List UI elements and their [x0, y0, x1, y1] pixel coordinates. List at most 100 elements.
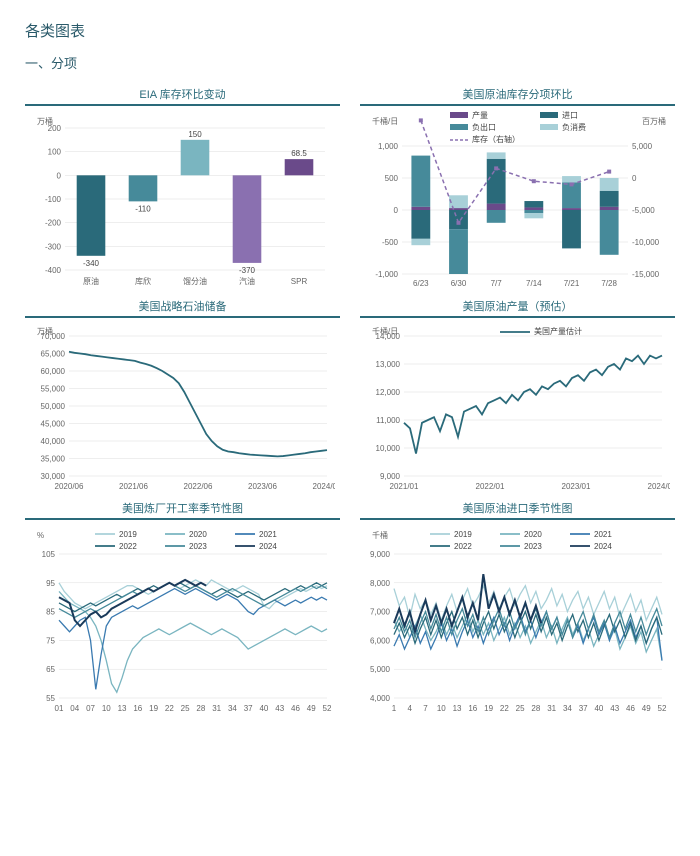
chart6-svg: 千桶2019202020212022202320244,0005,0006,00… — [360, 524, 670, 714]
svg-text:-400: -400 — [45, 266, 62, 275]
svg-text:7/7: 7/7 — [491, 279, 503, 288]
svg-text:6/30: 6/30 — [451, 279, 467, 288]
svg-text:25: 25 — [181, 704, 190, 713]
svg-text:85: 85 — [46, 608, 55, 617]
svg-text:35,000: 35,000 — [41, 455, 66, 464]
svg-text:200: 200 — [48, 124, 62, 133]
svg-text:2022: 2022 — [454, 542, 472, 551]
svg-text:2024: 2024 — [259, 542, 277, 551]
svg-text:49: 49 — [307, 704, 316, 713]
chart5-svg: %201920202021202220232024556575859510501… — [25, 524, 335, 714]
chart1-hr — [25, 104, 340, 106]
chart3-hr — [25, 316, 340, 318]
svg-text:-110: -110 — [135, 204, 151, 213]
chart3-title: 美国战略石油储备 — [25, 298, 340, 314]
svg-text:28: 28 — [196, 704, 205, 713]
svg-text:-100: -100 — [45, 195, 62, 204]
svg-text:2020: 2020 — [524, 530, 542, 539]
chart-import-seasonal: 美国原油进口季节性图 千桶2019202020212022202320244,0… — [360, 500, 675, 714]
svg-text:2023/01: 2023/01 — [562, 482, 591, 491]
svg-text:2020/06: 2020/06 — [55, 482, 84, 491]
svg-text:4,000: 4,000 — [370, 694, 391, 703]
svg-text:500: 500 — [385, 174, 399, 183]
chart2-hr — [360, 104, 675, 106]
svg-text:19: 19 — [149, 704, 158, 713]
svg-text:2020: 2020 — [189, 530, 207, 539]
svg-text:5,000: 5,000 — [632, 142, 653, 151]
chart4-title: 美国原油产量（预估） — [360, 298, 675, 314]
chart2-svg: 千桶/日百万桶产量进口负出口负消费库存（右轴）-1,000-50005001,0… — [360, 110, 670, 290]
svg-text:9,000: 9,000 — [370, 550, 391, 559]
chart-spr: 美国战略石油储备 万桶30,00035,00040,00045,00050,00… — [25, 298, 340, 492]
svg-text:2023: 2023 — [189, 542, 207, 551]
svg-text:%: % — [37, 531, 44, 540]
svg-text:-5,000: -5,000 — [632, 206, 655, 215]
svg-text:43: 43 — [275, 704, 284, 713]
chart-grid: EIA 库存环比变动 万桶-400-300-200-1000100200-340… — [25, 86, 675, 714]
svg-text:千桶/日: 千桶/日 — [372, 116, 398, 126]
svg-text:10: 10 — [102, 704, 111, 713]
svg-text:30,000: 30,000 — [41, 472, 66, 481]
svg-text:31: 31 — [547, 704, 556, 713]
svg-text:12,000: 12,000 — [376, 388, 401, 397]
svg-text:7/21: 7/21 — [564, 279, 580, 288]
svg-text:43: 43 — [610, 704, 619, 713]
svg-text:2022/01: 2022/01 — [476, 482, 505, 491]
svg-text:22: 22 — [165, 704, 174, 713]
svg-text:7,000: 7,000 — [370, 608, 391, 617]
chart1-title: EIA 库存环比变动 — [25, 86, 340, 102]
svg-text:2021: 2021 — [594, 530, 612, 539]
svg-text:2019: 2019 — [454, 530, 472, 539]
svg-text:150: 150 — [188, 130, 202, 139]
svg-text:37: 37 — [244, 704, 253, 713]
svg-text:8,000: 8,000 — [370, 579, 391, 588]
chart-refinery-util: 美国炼厂开工率季节性图 %201920202021202220232024556… — [25, 500, 340, 714]
svg-text:75: 75 — [46, 636, 55, 645]
svg-text:2024/01: 2024/01 — [648, 482, 670, 491]
chart6-hr — [360, 518, 675, 520]
svg-text:7/28: 7/28 — [601, 279, 617, 288]
svg-text:52: 52 — [658, 704, 667, 713]
svg-text:9,000: 9,000 — [380, 472, 401, 481]
svg-text:-370: -370 — [239, 266, 256, 275]
svg-text:2023/06: 2023/06 — [248, 482, 277, 491]
svg-text:6/23: 6/23 — [413, 279, 429, 288]
svg-text:40: 40 — [259, 704, 268, 713]
svg-text:46: 46 — [291, 704, 300, 713]
section-title: 一、分项 — [25, 53, 675, 72]
svg-text:5,000: 5,000 — [370, 665, 391, 674]
svg-text:2024/06: 2024/06 — [313, 482, 335, 491]
svg-text:16: 16 — [133, 704, 142, 713]
chart4-svg: 千桶/日美国产量估计9,00010,00011,00012,00013,0001… — [360, 322, 670, 492]
svg-text:千桶: 千桶 — [372, 530, 388, 540]
svg-text:13,000: 13,000 — [376, 360, 401, 369]
chart1-svg: 万桶-400-300-200-1000100200-340原油-110库欣150… — [25, 110, 335, 290]
svg-text:7: 7 — [423, 704, 428, 713]
svg-text:34: 34 — [228, 704, 237, 713]
svg-text:2022: 2022 — [119, 542, 137, 551]
svg-text:46: 46 — [626, 704, 635, 713]
svg-text:-10,000: -10,000 — [632, 238, 660, 247]
svg-text:SPR: SPR — [291, 277, 308, 286]
svg-text:2024: 2024 — [594, 542, 612, 551]
chart-crude-components: 美国原油库存分项环比 千桶/日百万桶产量进口负出口负消费库存（右轴）-1,000… — [360, 86, 675, 290]
svg-text:美国产量估计: 美国产量估计 — [534, 326, 582, 336]
chart5-hr — [25, 518, 340, 520]
svg-text:0: 0 — [632, 174, 637, 183]
svg-text:55,000: 55,000 — [41, 385, 66, 394]
svg-text:-200: -200 — [45, 219, 62, 228]
svg-text:13: 13 — [453, 704, 462, 713]
svg-text:70,000: 70,000 — [41, 332, 66, 341]
svg-text:原油: 原油 — [83, 276, 99, 286]
svg-text:负出口: 负出口 — [472, 122, 496, 132]
svg-text:28: 28 — [531, 704, 540, 713]
svg-text:10: 10 — [437, 704, 446, 713]
svg-text:100: 100 — [48, 148, 62, 157]
svg-text:65,000: 65,000 — [41, 350, 66, 359]
chart-eia-inventory: EIA 库存环比变动 万桶-400-300-200-1000100200-340… — [25, 86, 340, 290]
svg-text:25: 25 — [516, 704, 525, 713]
svg-text:2022/06: 2022/06 — [184, 482, 213, 491]
svg-text:2021/01: 2021/01 — [390, 482, 419, 491]
svg-text:55: 55 — [46, 694, 55, 703]
chart4-hr — [360, 316, 675, 318]
